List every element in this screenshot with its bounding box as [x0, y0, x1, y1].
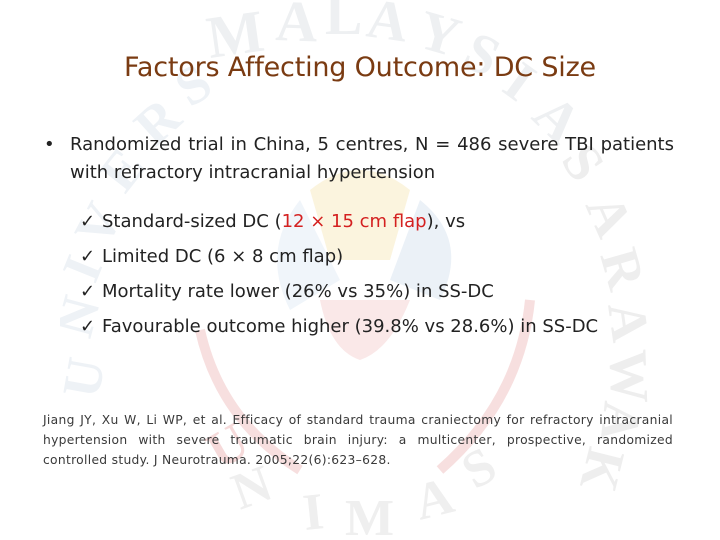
reference-citation: Jiang JY, Xu W, Li WP, et al. Efficacy o… [43, 413, 673, 467]
check-item: ✓ Mortality rate lower (26% vs 35%) in SS… [80, 274, 598, 309]
checkmark-icon: ✓ [80, 246, 96, 267]
svg-text:A: A [363, 0, 412, 55]
svg-text:A: A [596, 298, 661, 345]
check-text-highlight: 12 × 15 cm flap [281, 211, 427, 232]
svg-text:R: R [588, 242, 657, 297]
check-text: Limited DC (6 × 8 cm flap) [102, 246, 344, 267]
svg-text:U: U [60, 353, 117, 402]
svg-text:A: A [589, 399, 653, 444]
check-text-before: Standard-sized DC ( [102, 211, 282, 232]
checkmark-icon: ✓ [80, 211, 96, 232]
check-item: ✓ Limited DC (6 × 8 cm flap) [80, 239, 598, 274]
svg-text:M: M [345, 490, 394, 540]
svg-text:L: L [325, 0, 362, 47]
svg-text:A: A [275, 0, 319, 54]
checkmark-icon: ✓ [80, 316, 96, 337]
check-text-after: ), vs [426, 211, 466, 232]
check-item: ✓ Favourable outcome higher (39.8% vs 28.… [80, 309, 598, 344]
check-text: Favourable outcome higher (39.8% vs 28.6… [102, 316, 599, 337]
check-item: ✓ Standard-sized DC (12 × 15 cm flap), vs [80, 204, 598, 239]
checkmark-icon: ✓ [80, 281, 96, 302]
svg-text:A: A [409, 467, 460, 531]
university-seal-watermark: M A L A Y S I A U N I V E R S S A R A W … [60, 0, 661, 540]
bullet-text: Randomized trial in China, 5 centres, N … [70, 134, 674, 183]
svg-text:M: M [203, 0, 268, 71]
svg-text:I: I [300, 483, 326, 540]
check-text: Mortality rate lower (26% vs 35%) in SS-… [102, 281, 494, 302]
svg-text:W: W [598, 348, 660, 404]
slide-title: Factors Affecting Outcome: DC Size [124, 52, 596, 83]
check-list: ✓ Standard-sized DC (12 × 15 cm flap), vs… [80, 204, 598, 344]
bullet-dot: • [44, 134, 55, 155]
main-bullet: • Randomized trial in China, 5 centres, … [44, 131, 674, 187]
